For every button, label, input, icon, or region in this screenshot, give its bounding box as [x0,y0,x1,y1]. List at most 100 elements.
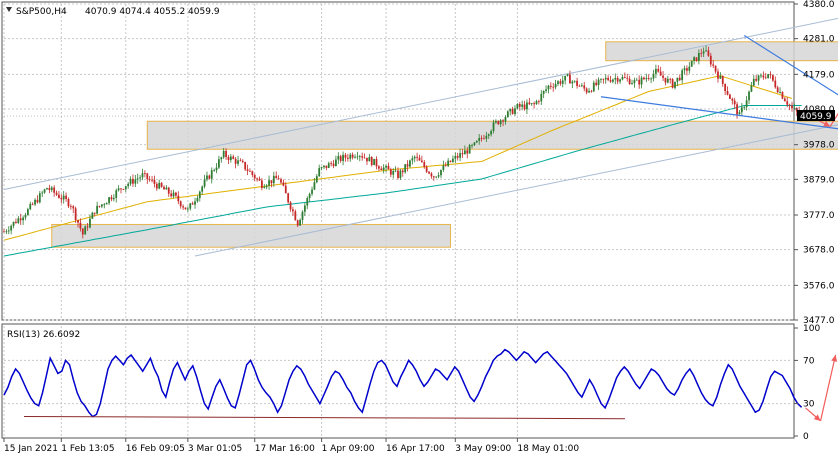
price-grid [3,3,792,321]
candle-body [628,78,631,85]
candle-body [619,79,621,82]
candle-body [597,79,600,86]
candle-body [26,209,29,215]
candle-body [492,122,495,131]
candle-body [251,171,254,175]
candle-body [671,79,674,88]
candle-body [416,156,419,158]
candle-body [616,77,619,82]
candle-body [571,81,574,84]
wedge-line [743,34,838,96]
candle-body [306,198,309,206]
candle-body [621,77,624,80]
price-tick-label: 4080.0 [803,105,835,115]
candle-body [46,188,48,190]
candle-body [764,77,767,79]
candle-body [473,142,476,146]
candle-body [564,75,567,81]
candle-body [382,167,385,171]
candle-body [41,192,44,194]
candle-body [552,86,555,88]
price-tick-label: 4380.0 [803,0,835,10]
candle-body [516,103,519,109]
candle-body [559,81,562,84]
candle-body [478,138,481,141]
channel-line [194,124,838,257]
candle-body [127,183,130,187]
candle-body [289,202,292,210]
time-tick-label: 16 Feb 09:05 [126,444,185,454]
candle-body [36,199,39,203]
candle-body [771,75,774,81]
candle-body [294,211,297,221]
candle-body [769,74,772,76]
candle-body [110,197,113,200]
candle-body [413,156,416,159]
candle-body [533,103,536,105]
candle-body [495,120,497,123]
candle-body [15,221,17,224]
candle-body [490,130,493,135]
candle-body [389,169,392,175]
candle-body [351,154,354,158]
candle-body [537,101,540,102]
candle-body [633,80,636,84]
candle-body [442,165,445,170]
candle-body [132,178,134,184]
candle-body [650,78,653,80]
candle-body [237,160,239,164]
candle-body [647,78,650,79]
candle-body [449,160,452,162]
candle-body [480,138,483,139]
symbol-label: S&P500,H4 [16,7,67,17]
candle-body [120,188,122,190]
candle-body [62,195,65,200]
candle-body [170,193,173,197]
candle-body [714,65,717,72]
candle-body [435,176,438,178]
candle-body [569,74,571,84]
chart-header: S&P500,H4 4070.9 4074.4 4055.2 4059.9 [6,7,220,17]
candle-body [167,187,170,194]
candle-body [547,85,550,90]
price-zone [51,223,452,248]
candle-body [67,198,70,207]
candle-body [287,193,290,203]
price-projection-arrowhead [823,120,831,127]
collapse-triangle-icon[interactable] [6,7,12,12]
candle-body [688,66,691,71]
candle-body [249,170,251,172]
candle-body [48,188,51,191]
candle-body [695,57,698,61]
candle-body [141,173,144,178]
candle-body [585,88,588,93]
rsi-tick-label: 70 [803,356,815,366]
candle-body [151,179,153,181]
candle-body [545,89,547,91]
candle-body [440,169,442,176]
candle-body [284,185,287,194]
price-tick-label: 4281.0 [803,35,835,45]
candle-body [91,212,94,219]
candle-body [791,105,793,109]
candle-body [456,155,459,158]
candle-body [146,173,149,180]
candle-body [471,145,473,146]
candle-body [246,169,249,171]
candle-body [363,157,366,159]
candle-body [136,178,139,180]
time-tick-label: 1 Feb 13:05 [61,444,114,454]
candle-body [767,74,770,78]
candle-body [757,75,760,81]
rsi-support-line [23,416,626,420]
candle-body [179,201,182,207]
candle-body [748,91,750,101]
candle-body [428,171,430,174]
candle-body [98,205,101,207]
candle-body [540,93,543,102]
candle-body [311,189,313,194]
candle-body [638,79,641,85]
time-tick-label: 16 Apr 17:00 [386,444,445,454]
candle-body [148,179,151,180]
